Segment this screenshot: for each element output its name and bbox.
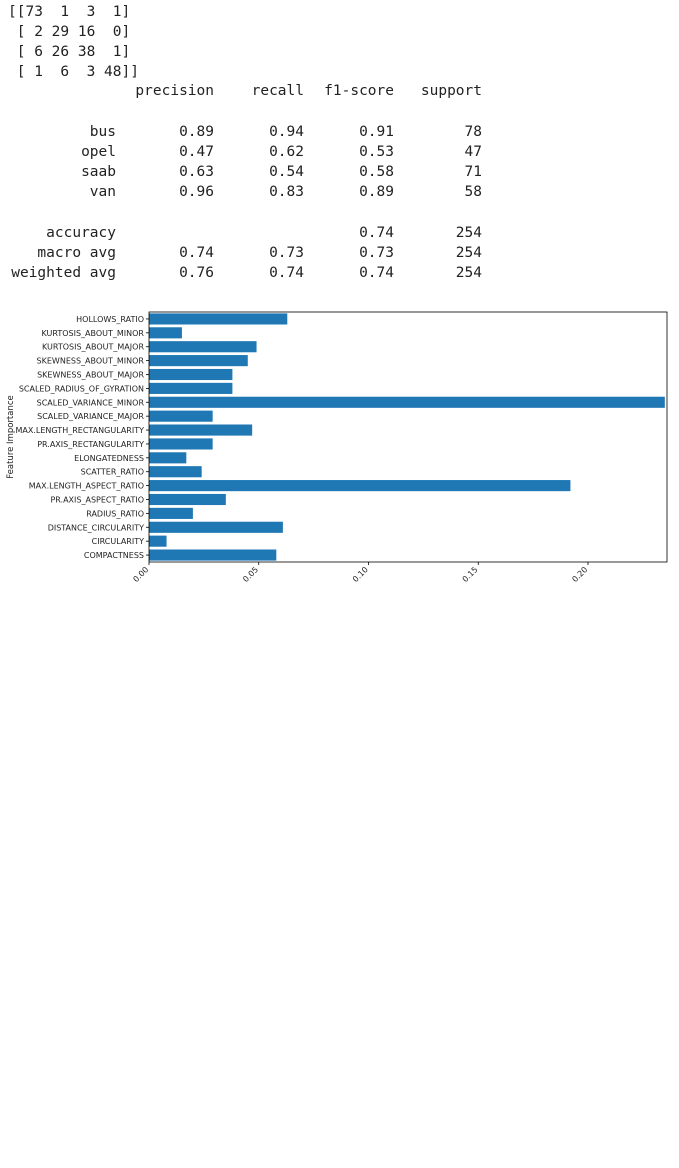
bar-scaled-variance-minor: [149, 396, 665, 408]
header-recall: recall: [251, 83, 304, 99]
support-value: 254: [455, 245, 482, 261]
y-tick-label: SCALED_VARIANCE_MAJOR: [37, 412, 144, 421]
row-label: weighted avg: [11, 265, 116, 281]
y-tick-label: DISTANCE_CIRCULARITY: [48, 523, 144, 532]
f1-value: 0.73: [359, 245, 394, 261]
precision-value: 0.89: [179, 124, 214, 140]
bar-kurtosis-about-major: [149, 341, 257, 353]
f1-value: 0.58: [359, 164, 394, 180]
header-precision: precision: [135, 83, 214, 99]
bar-compactness: [149, 549, 277, 561]
support-value: 254: [455, 225, 482, 241]
x-tick-label: 0.00: [131, 565, 150, 584]
y-tick-label: KURTOSIS_ABOUT_MAJOR: [42, 343, 144, 352]
y-tick-label: HOLLOWS_RATIO: [76, 315, 144, 324]
recall-value: 0.83: [269, 184, 304, 200]
y-tick-label: CIRCULARITY: [92, 537, 144, 546]
row-label: accuracy: [46, 225, 116, 241]
x-tick-label: 0.20: [570, 565, 589, 584]
x-tick-label: 0.05: [241, 565, 260, 584]
support-value: 78: [464, 124, 482, 140]
confusion-matrix: [[73 1 3 1] [ 2 29 16 0] [ 6 26 38 1] [ …: [0, 0, 679, 80]
report-row-opel: opel 0.47 0.62 0.53 47: [0, 144, 679, 448]
bar-pr-axis-aspect-ratio: [149, 493, 226, 506]
y-tick-label: SKEWNESS_ABOUT_MINOR: [37, 357, 145, 366]
y-tick-label: ELONGATEDNESS: [74, 454, 144, 463]
row-label: bus: [89, 124, 116, 140]
y-tick-label: RADIUS_RATIO: [86, 509, 144, 518]
recall-value: 0.62: [269, 144, 304, 160]
recall-value: 0.73: [269, 245, 304, 261]
bar-elongatedness: [149, 452, 187, 464]
row-label: opel: [81, 144, 116, 160]
header-f1-score: f1-score: [324, 83, 394, 99]
y-axis-label: Feature Importance: [6, 395, 16, 479]
classification-report: precision recall f1-score support bus 0.…: [0, 80, 679, 1168]
bar-max-length-rectangularity: [149, 424, 253, 436]
y-tick-label: KURTOSIS_ABOUT_MINOR: [41, 329, 144, 338]
bar-kurtosis-about-minor: [149, 327, 182, 339]
bar-radius-ratio: [149, 507, 193, 519]
y-tick-label: SCALED_RADIUS_OF_GYRATION: [19, 384, 144, 393]
recall-value: 0.54: [269, 164, 304, 180]
y-tick-label: COMPACTNESS: [84, 551, 144, 560]
precision-value: 0.47: [179, 144, 214, 160]
confusion-matrix-row: [ 2 29 16 0]: [8, 24, 131, 40]
feature-importance-chart: HOLLOWS_RATIO KURTOSIS_ABOUT_MINOR KURTOSI…: [6, 311, 668, 584]
x-ticks-group: 0.00 0.05 0.10 0.15 0.20: [131, 562, 589, 584]
bars-group: [149, 313, 665, 561]
bar-distance-circularity: [149, 521, 283, 533]
support-value: 47: [464, 144, 482, 160]
support-value: 58: [464, 184, 482, 200]
support-value: 254: [455, 265, 482, 281]
report-row-accuracy: accuracy 0.74 254: [0, 225, 679, 864]
row-label: macro avg: [37, 245, 116, 261]
bar-circularity: [149, 535, 167, 547]
x-tick-label: 0.15: [461, 565, 480, 584]
support-value: 71: [464, 164, 482, 180]
y-tick-label: SKEWNESS_ABOUT_MAJOR: [37, 371, 144, 380]
f1-value: 0.91: [359, 124, 394, 140]
f1-value: 0.53: [359, 144, 394, 160]
report-row-weighted-avg: weighted avg 0.76 0.74 0.74 254: [0, 265, 679, 1152]
row-label: van: [89, 184, 116, 200]
confusion-matrix-row: [[73 1 3 1]: [8, 4, 131, 20]
precision-value: 0.63: [179, 164, 214, 180]
y-tick-label: SCALED_VARIANCE_MINOR: [37, 398, 145, 407]
bar-skewness-about-minor: [149, 355, 248, 367]
y-tick-label: SCATTER_RATIO: [81, 468, 144, 477]
header-support: support: [420, 83, 482, 99]
recall-value: 0.74: [269, 265, 304, 281]
bar-pr-axis-rectangularity: [149, 438, 213, 450]
precision-value: 0.96: [179, 184, 214, 200]
precision-value: 0.76: [179, 265, 214, 281]
bar-scaled-radius-of-gyration: [149, 382, 233, 394]
category-labels-group: HOLLOWS_RATIO KURTOSIS_ABOUT_MINOR KURTOSI…: [16, 315, 149, 560]
bar-hollows-ratio: [149, 313, 288, 325]
precision-value: 0.74: [179, 245, 214, 261]
y-tick-label: PR.AXIS_RECTANGULARITY: [37, 440, 144, 449]
f1-value: 0.74: [359, 225, 394, 241]
report-row-bus: bus 0.89 0.94 0.91 78: [0, 124, 679, 304]
f1-value: 0.89: [359, 184, 394, 200]
row-label: saab: [81, 164, 116, 180]
plot-frame: [148, 311, 668, 563]
confusion-matrix-row: [ 6 26 38 1]: [8, 44, 131, 60]
bar-scaled-variance-major: [149, 410, 213, 422]
report-row-saab: saab 0.63 0.54 0.58 71: [0, 164, 679, 592]
y-tick-label: MAX.LENGTH_ASPECT_RATIO: [29, 482, 144, 491]
x-tick-label: 0.10: [351, 565, 370, 584]
y-tick-label: MAX.LENGTH_RECTANGULARITY: [16, 426, 145, 435]
recall-value: 0.94: [269, 124, 304, 140]
report-row-van: van 0.96 0.83 0.89 58: [0, 184, 679, 736]
bar-scatter-ratio: [149, 466, 202, 478]
y-tick-label: PR.AXIS_ASPECT_RATIO: [50, 496, 144, 505]
f1-value: 0.74: [359, 265, 394, 281]
bar-max-length-aspect-ratio: [149, 480, 571, 492]
confusion-matrix-row: [ 1 6 3 48]]: [8, 64, 139, 80]
report-row-macro-avg: macro avg 0.74 0.73 0.73 254: [0, 245, 679, 1008]
bar-skewness-about-major: [149, 368, 233, 381]
